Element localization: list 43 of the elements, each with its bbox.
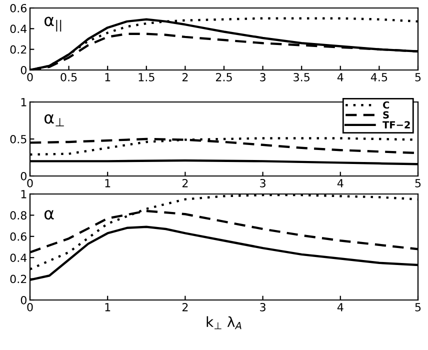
y-tick-label: 0.4 (10, 24, 27, 34)
x-tick-label: 2 (182, 302, 188, 312)
y-tick-label: 1 (21, 98, 26, 106)
x-tick-label: 5 (415, 73, 421, 82)
y-tick-label: 0.6 (10, 4, 27, 12)
x-tick-label: 1 (105, 73, 110, 82)
y-tick-label: 1 (21, 190, 26, 198)
annotation: α$_{||}$ (44, 16, 62, 32)
y-tick-label: 0 (20, 172, 26, 180)
x-tick-label: 4 (337, 73, 344, 82)
x-tick-label: 0 (27, 302, 33, 312)
x-tick-label: 0 (27, 72, 33, 82)
y-tick-label: 0.4 (10, 254, 27, 262)
annotation: α (44, 210, 54, 220)
x-tick-label: 2 (182, 178, 188, 188)
x-tick-label: 4 (337, 179, 344, 188)
legend-label: C (383, 101, 390, 109)
x-tick-label: 4.5 (370, 73, 388, 82)
x-tick-label: 3.5 (294, 72, 310, 82)
annotation: α$_{⊥}$ (44, 114, 64, 126)
x-tick-label: 3 (260, 178, 266, 188)
x-tick-label: 3 (260, 72, 266, 82)
x-tick-label: 0 (27, 178, 33, 188)
x-tick-label: 2 (182, 72, 188, 82)
y-tick-label: 0.6 (10, 232, 27, 241)
y-tick-label: 0.5 (10, 134, 26, 144)
x-tick-label: 5 (415, 179, 421, 188)
y-tick-label: 0 (20, 66, 26, 74)
x-tick-label: 4 (337, 303, 344, 312)
y-tick-label: 0.2 (10, 274, 26, 284)
y-tick-label: 0 (20, 296, 26, 304)
x-tick-label: 1 (105, 303, 110, 312)
x-tick-label: 1.5 (138, 73, 154, 82)
legend-label: S (383, 111, 389, 119)
x-tick-label: 5 (415, 303, 421, 312)
x-axis-title: k$_{⊥}$ λ$_{A}$ (206, 316, 242, 330)
legend-label: TF−2 (382, 121, 410, 128)
x-tick-label: 0.5 (60, 72, 77, 82)
x-tick-label: 1 (105, 179, 110, 188)
y-tick-label: 0.8 (10, 211, 26, 220)
y-tick-label: 0.2 (10, 45, 26, 54)
x-tick-label: 2.5 (216, 72, 232, 82)
x-tick-label: 3 (260, 302, 266, 312)
